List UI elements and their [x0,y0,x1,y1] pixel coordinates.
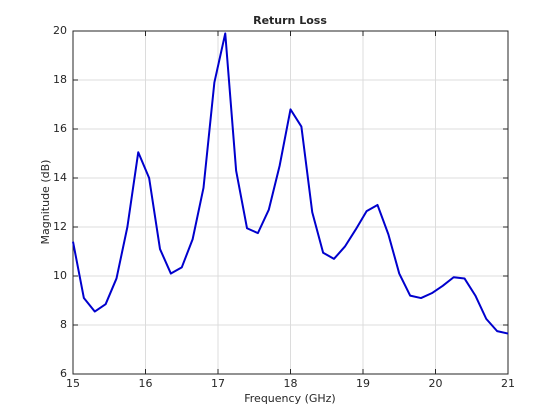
x-tick-label: 19 [356,377,370,390]
y-tick-label: 12 [53,220,67,233]
data-line [72,32,509,335]
y-tick-label: 16 [53,122,67,135]
x-tick-label: 16 [139,377,153,390]
y-tick-label: 10 [53,269,67,282]
y-tick-label: 14 [53,171,67,184]
x-tick-label: 21 [501,377,515,390]
y-axis-label: Magnitude (dB) [39,160,52,245]
x-tick-label: 20 [429,377,443,390]
y-tick-label: 18 [53,73,67,86]
x-axis-label: Frequency (GHz) [244,392,335,405]
x-tick-label: 17 [211,377,225,390]
y-tick-label: 6 [60,367,67,380]
chart-title: Return Loss [253,14,327,27]
y-tick-label: 8 [60,318,67,331]
y-tick-label: 20 [53,24,67,37]
x-tick-label: 15 [66,377,80,390]
x-tick-label: 18 [284,377,298,390]
axes-box [72,30,509,375]
